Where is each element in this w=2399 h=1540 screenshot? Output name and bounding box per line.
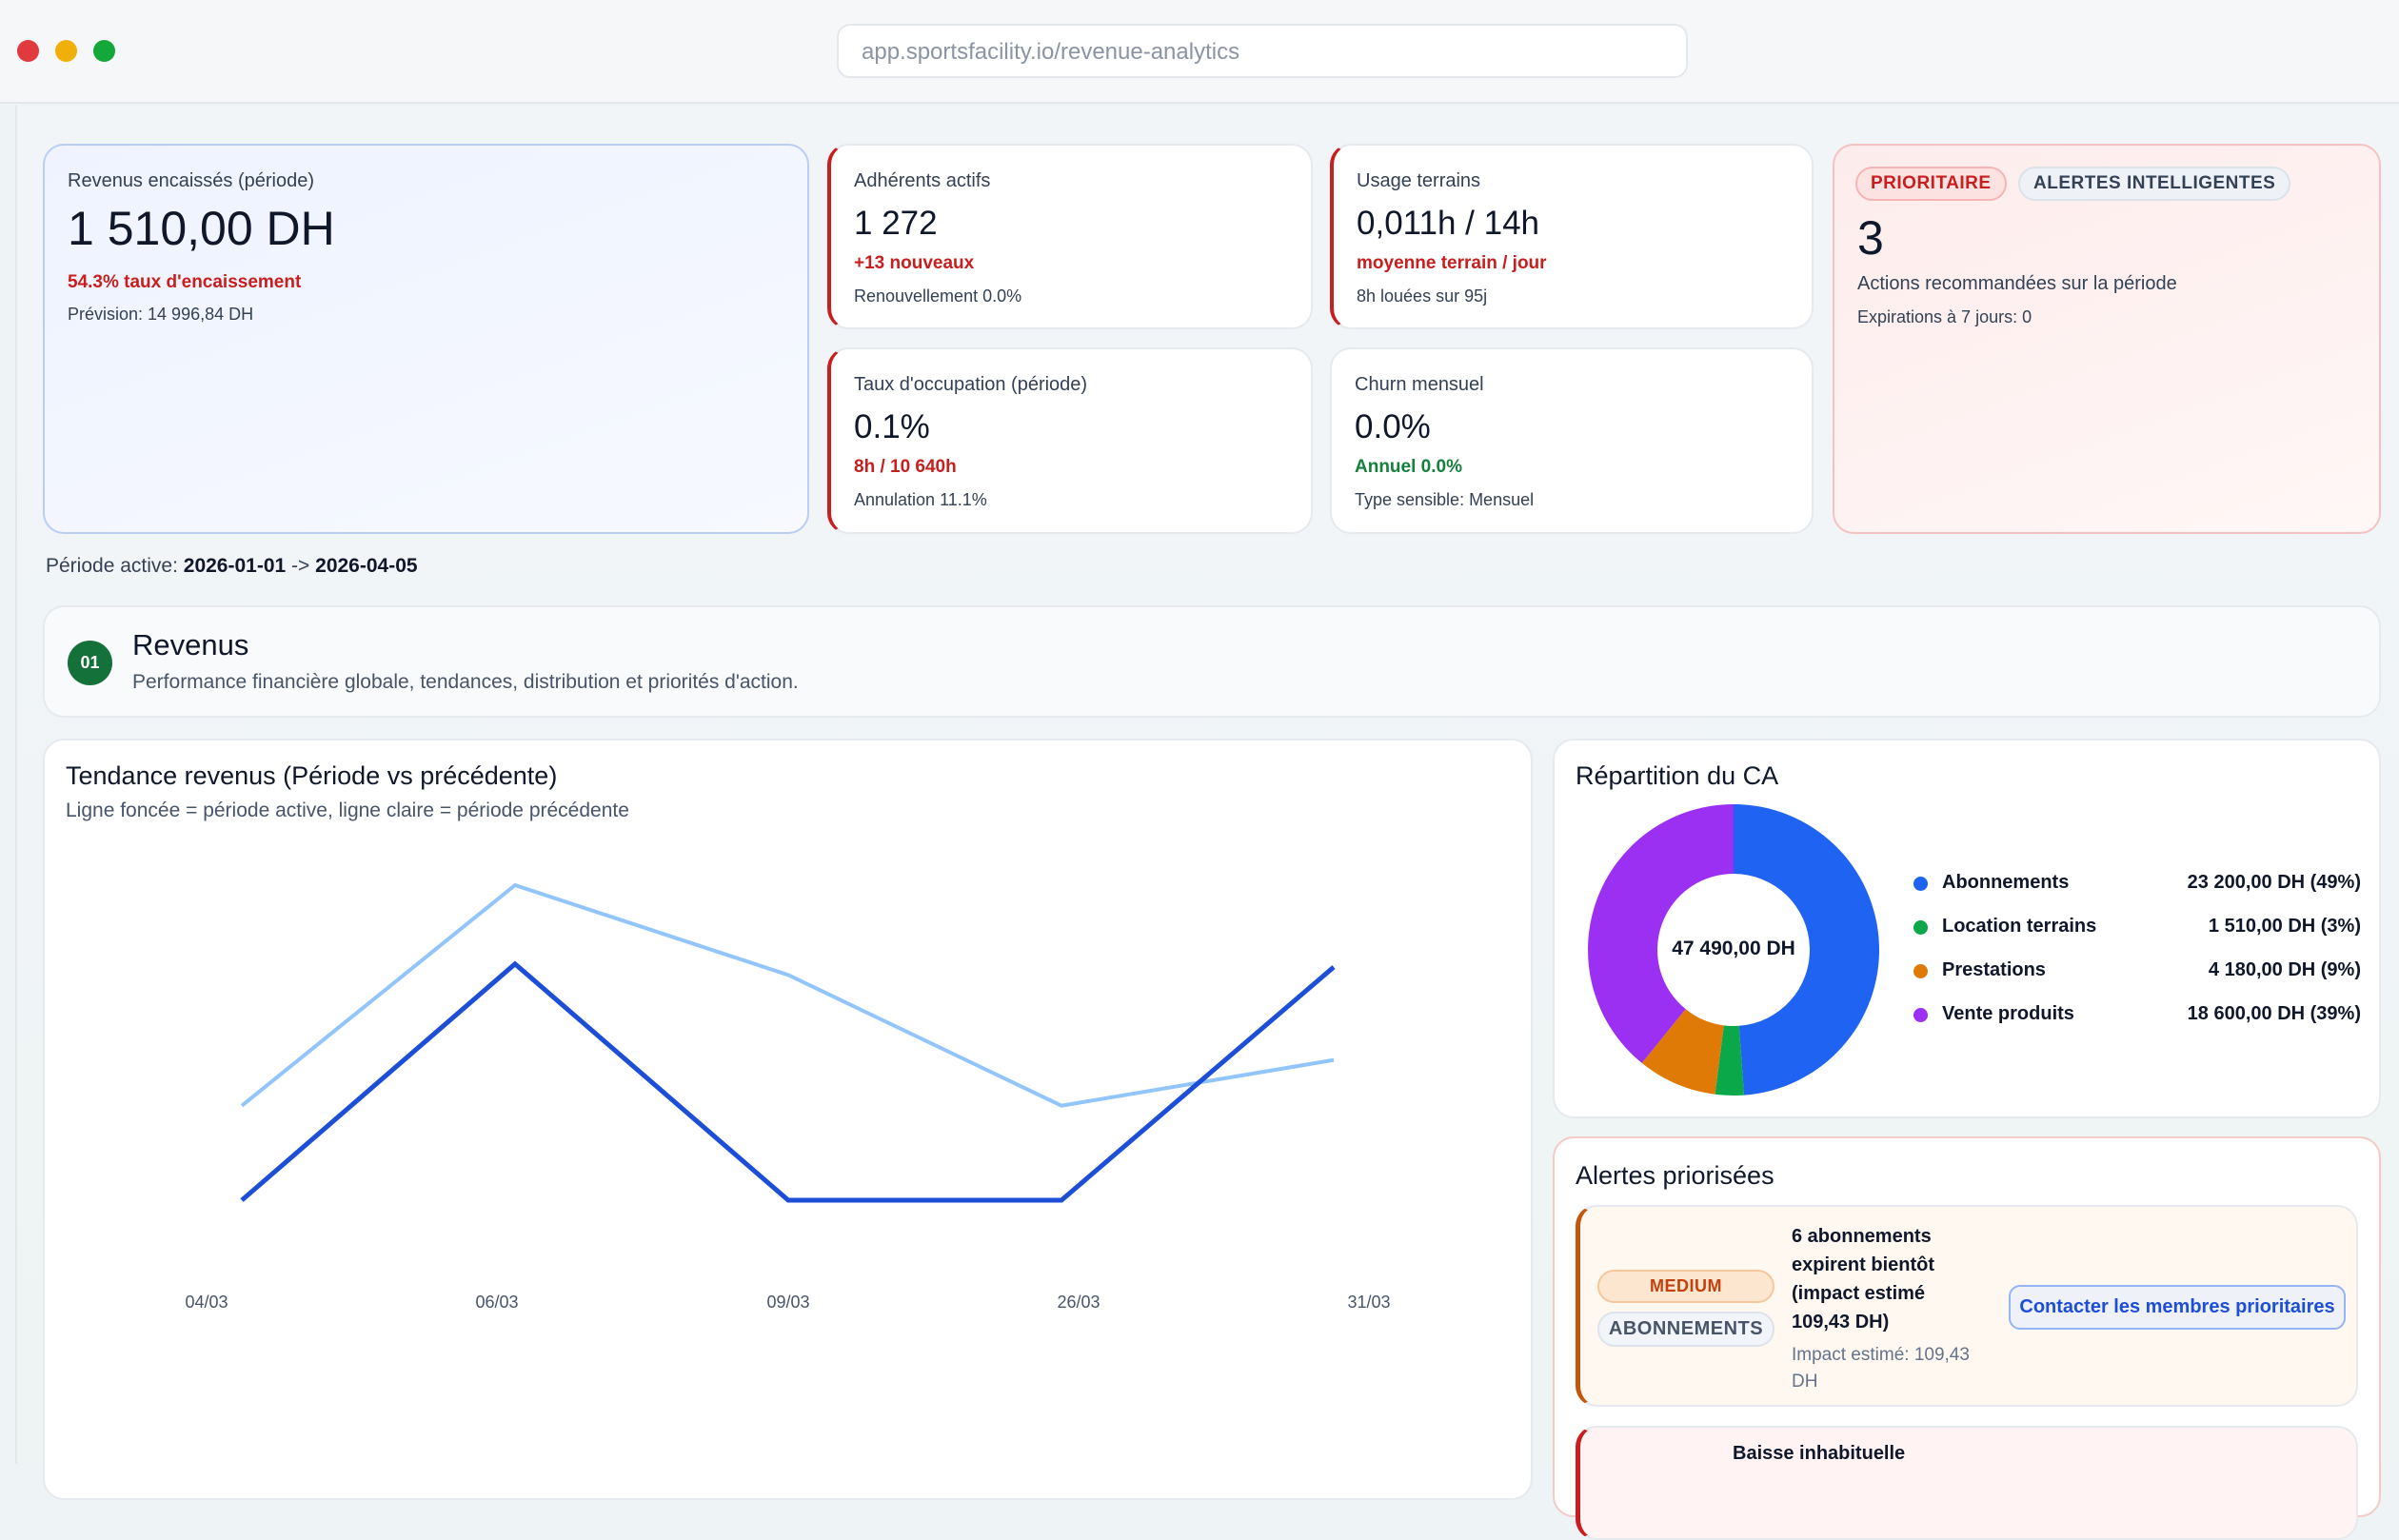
x-tick-label: 06/03 [475,1293,519,1312]
legend-dot [1913,877,1928,891]
minimize-window-button[interactable] [55,40,77,62]
kpi-sub: 8h / 10 640h [854,457,957,477]
legend-value: 4 180,00 DH (9%) [2208,959,2361,980]
alert-item: MEDIUM ABONNEMENTS 6 abonnements expiren… [1576,1205,2358,1407]
legend-value: 1 510,00 DH (3%) [2208,916,2361,937]
revenue-trend-card: Tendance revenus (Période vs précédente)… [43,739,1533,1500]
donut-center-label: 47 490,00 DH [1672,938,1795,959]
period-label: Période active: [46,555,178,577]
section-number-badge: 01 [68,641,112,685]
period-end: 2026-04-05 [315,555,418,577]
x-tick-label: 04/03 [185,1293,228,1312]
kpi-value: 1 272 [854,205,938,242]
kpi-value: 1 510,00 DH [68,202,335,255]
kpi-occupancy-card: Taux d'occupation (période) 0.1% 8h / 10… [827,347,1313,534]
legend-label: Abonnements [1942,872,2070,893]
kpi-sub: +13 nouveaux [854,253,975,273]
kpi-value: 0,011h / 14h [1357,205,1540,242]
kpi-sub: 54.3% taux d'encaissement [68,272,302,292]
alert-impact: Impact estimé: 109,43 DH [1792,1345,1970,1392]
legend-dot [1913,920,1928,935]
kpi-label: Usage terrains [1357,170,1481,191]
legend-dot [1913,1008,1928,1022]
kpi-members-card: Adhérents actifs 1 272 +13 nouveaux Reno… [827,144,1313,329]
section-subtitle: Performance financière globale, tendance… [132,671,799,693]
category-badge: ABONNEMENTS [1597,1312,1774,1347]
alerts-title: Alertes priorisées [1576,1161,1774,1190]
legend-label: Prestations [1942,959,2046,980]
legend-label: Vente produits [1942,1003,2074,1024]
legend-value: 18 600,00 DH (39%) [2187,1003,2361,1024]
kpi-note: 8h louées sur 95j [1357,286,1488,306]
kpi-value: 3 [1857,211,1884,265]
maximize-window-button[interactable] [93,40,115,62]
x-tick-label: 31/03 [1347,1293,1391,1312]
kpi-note: Prévision: 14 996,84 DH [68,305,254,324]
x-tick-label: 09/03 [766,1293,810,1312]
kpi-revenue-card: Revenus encaissés (période) 1 510,00 DH … [43,144,809,534]
legend-item: Location terrains 1 510,00 DH (3%) [1913,914,2361,942]
period-arrow: -> [291,555,310,577]
kpi-churn-card: Churn mensuel 0.0% Annuel 0.0% Type sens… [1330,347,1814,534]
kpi-note: Renouvellement 0.0% [854,286,1022,306]
alert-title: Baisse inhabituelle [1733,1443,1906,1464]
close-window-button[interactable] [17,40,39,62]
severity-badge: MEDIUM [1597,1270,1774,1303]
section-title: Revenus [132,628,249,661]
alert-title: 6 abonnements expirent bientôt (impact e… [1792,1226,1935,1333]
smart-alerts-badge: ALERTES INTELLIGENTES [2018,167,2291,201]
legend-value: 23 200,00 DH (49%) [2187,872,2361,893]
kpi-label: Adhérents actifs [854,170,991,191]
chart-subtitle: Ligne foncée = période active, ligne cla… [66,800,629,821]
address-bar[interactable]: app.sportsfacility.io/revenue-analytics [837,24,1688,78]
legend-label: Location terrains [1942,916,2097,937]
kpi-sub: moyenne terrain / jour [1357,253,1547,273]
kpi-label: Taux d'occupation (période) [854,374,1088,395]
alert-item: Baisse inhabituelle [1576,1426,2358,1540]
legend-dot [1913,964,1928,978]
kpi-label: Churn mensuel [1355,374,1484,395]
kpi-note: Annulation 11.1% [854,490,987,509]
section-header: 01 Revenus Performance financière global… [43,605,2381,718]
chart-title: Tendance revenus (Période vs précédente) [66,761,558,790]
period-start: 2026-01-01 [183,555,287,577]
kpi-value: 0.1% [854,408,930,445]
legend-item: Vente produits 18 600,00 DH (39%) [1913,1001,2361,1030]
contact-members-button[interactable]: Contacter les membres prioritaires [2009,1285,2346,1330]
kpi-label: Actions recommandées sur la période [1857,273,2177,294]
legend-item: Prestations 4 180,00 DH (9%) [1913,958,2361,986]
kpi-value: 0.0% [1355,408,1431,445]
chart-title: Répartition du CA [1576,761,1779,790]
kpi-alerts-card: PRIORITAIRE ALERTES INTELLIGENTES 3 Acti… [1833,144,2381,534]
priority-badge: PRIORITAIRE [1855,167,2007,201]
legend-item: Abonnements 23 200,00 DH (49%) [1913,870,2361,898]
kpi-note: Type sensible: Mensuel [1355,490,1535,509]
active-period: Période active: 2026-01-01 -> 2026-04-05 [46,555,418,578]
kpi-sub: Annuel 0.0% [1355,457,1462,477]
kpi-label: Revenus encaissés (période) [68,170,315,191]
x-tick-label: 26/03 [1057,1293,1100,1312]
kpi-note: Expirations à 7 jours: 0 [1857,307,2032,326]
kpi-usage-card: Usage terrains 0,011h / 14h moyenne terr… [1330,144,1814,329]
browser-titlebar: app.sportsfacility.io/revenue-analytics [0,0,2399,104]
